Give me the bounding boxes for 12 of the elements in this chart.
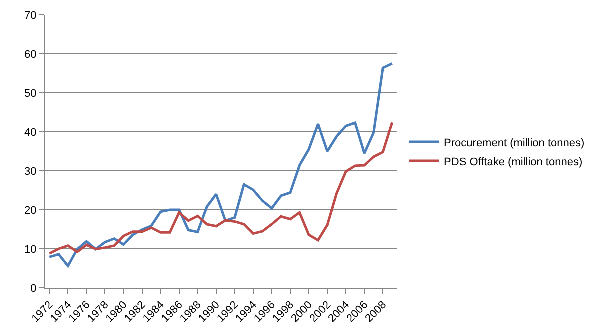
y-tick-label: 10: [24, 244, 37, 256]
legend-label: Procurement (million tonnes): [444, 137, 585, 150]
y-tick-label: 40: [24, 126, 37, 139]
y-tick-label: 30: [24, 166, 37, 178]
line-series: [48, 121, 394, 255]
y-tick-label: 50: [24, 88, 37, 100]
y-tick-label: 70: [24, 10, 37, 22]
y-tick-label: 60: [24, 48, 37, 61]
legend-label: PDS Offtake (million tonnes): [444, 156, 583, 168]
line-series: [48, 62, 394, 268]
y-tick-label: 20: [24, 204, 37, 217]
y-tick-label: 0: [30, 282, 37, 295]
